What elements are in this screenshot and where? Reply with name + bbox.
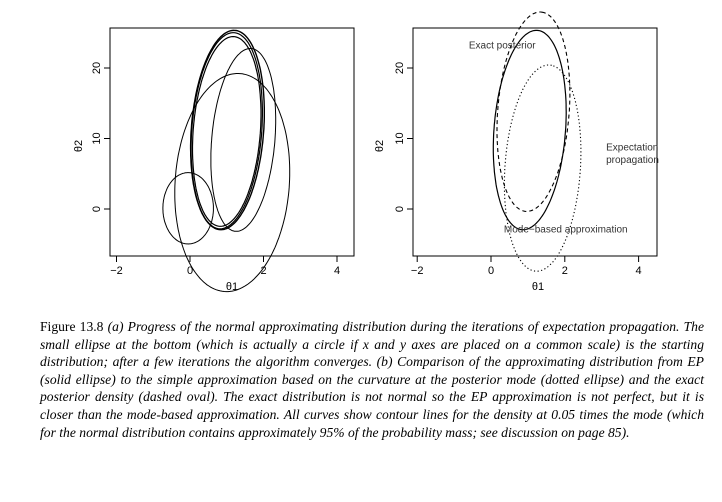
pa-ellipse-3 (191, 35, 262, 227)
panel-a: −2 0 2 4 0 10 20 θ1 θ2 (73, 27, 355, 293)
annotation-1: Expectation (606, 143, 658, 154)
pb-ellipse-2 (496, 11, 571, 212)
pb-x-tick-label: 2 (562, 265, 568, 277)
figure-13-8: −2 0 2 4 0 10 20 θ1 θ2 −2 0 2 4 0 10 20 Exact post… (73, 11, 659, 293)
panel-b-frame (412, 27, 658, 257)
pb-x-tick-label: −2 (411, 265, 424, 277)
annotation-0: Exact posterior (469, 40, 536, 51)
pa-ellipse-5 (189, 29, 265, 231)
pa-x-tick-label: 2 (260, 265, 266, 277)
pb-y-tick-label: 10 (394, 132, 406, 144)
figure-caption: Figure 13.8 (a) Progress of the normal a… (40, 318, 704, 441)
pa-x-tick-label: 0 (187, 265, 193, 277)
pa-ellipse-1 (174, 73, 291, 293)
panel-a-y-ticks: 0 10 20 (91, 62, 110, 212)
figure-canvas: −2 0 2 4 0 10 20 θ1 θ2 −2 0 2 4 0 10 20 Exact post… (73, 11, 659, 293)
pb-x-tick-label: 4 (636, 265, 642, 277)
pa-y-tick-label: 20 (91, 62, 103, 74)
pa-x-tick-label: 4 (334, 265, 340, 277)
pa-ellipse-0 (162, 172, 214, 245)
panel-b-ellipses (492, 11, 582, 272)
panel-b: −2 0 2 4 0 10 20 Exact posterior Expectationpr… (374, 11, 659, 293)
annotation-3: Mode−based approximation (504, 224, 628, 235)
panel-b-y-ticks: 0 10 20 (394, 62, 413, 212)
panel-a-ellipses (162, 29, 291, 293)
pb-ellipse-1 (503, 64, 582, 272)
panel-b-x-ticks: −2 0 2 4 (411, 256, 642, 277)
pa-y-tick-label: 10 (91, 132, 103, 144)
caption-label: Figure 13.8 (40, 319, 104, 334)
pa-y-tick-label: 0 (91, 206, 103, 212)
panel-b-xlabel: θ1 (532, 281, 544, 293)
pa-x-tick-label: −2 (110, 265, 123, 277)
panel-a-ylabel: θ2 (73, 140, 85, 152)
pb-y-tick-label: 0 (394, 206, 406, 212)
panel-a-xlabel: θ1 (226, 281, 238, 293)
panel-a-x-ticks: −2 0 2 4 (110, 256, 340, 277)
pb-ellipse-0 (492, 29, 567, 231)
panel-a-frame (109, 27, 355, 257)
pa-ellipse-2 (210, 48, 277, 232)
caption-text: (a) Progress of the normal approximating… (40, 319, 705, 440)
pb-y-tick-label: 20 (394, 62, 406, 74)
panel-b-ylabel: θ2 (374, 140, 386, 152)
pa-ellipse-4 (190, 32, 263, 230)
pb-x-tick-label: 0 (488, 265, 494, 277)
annotation-2: propagation (606, 155, 659, 166)
